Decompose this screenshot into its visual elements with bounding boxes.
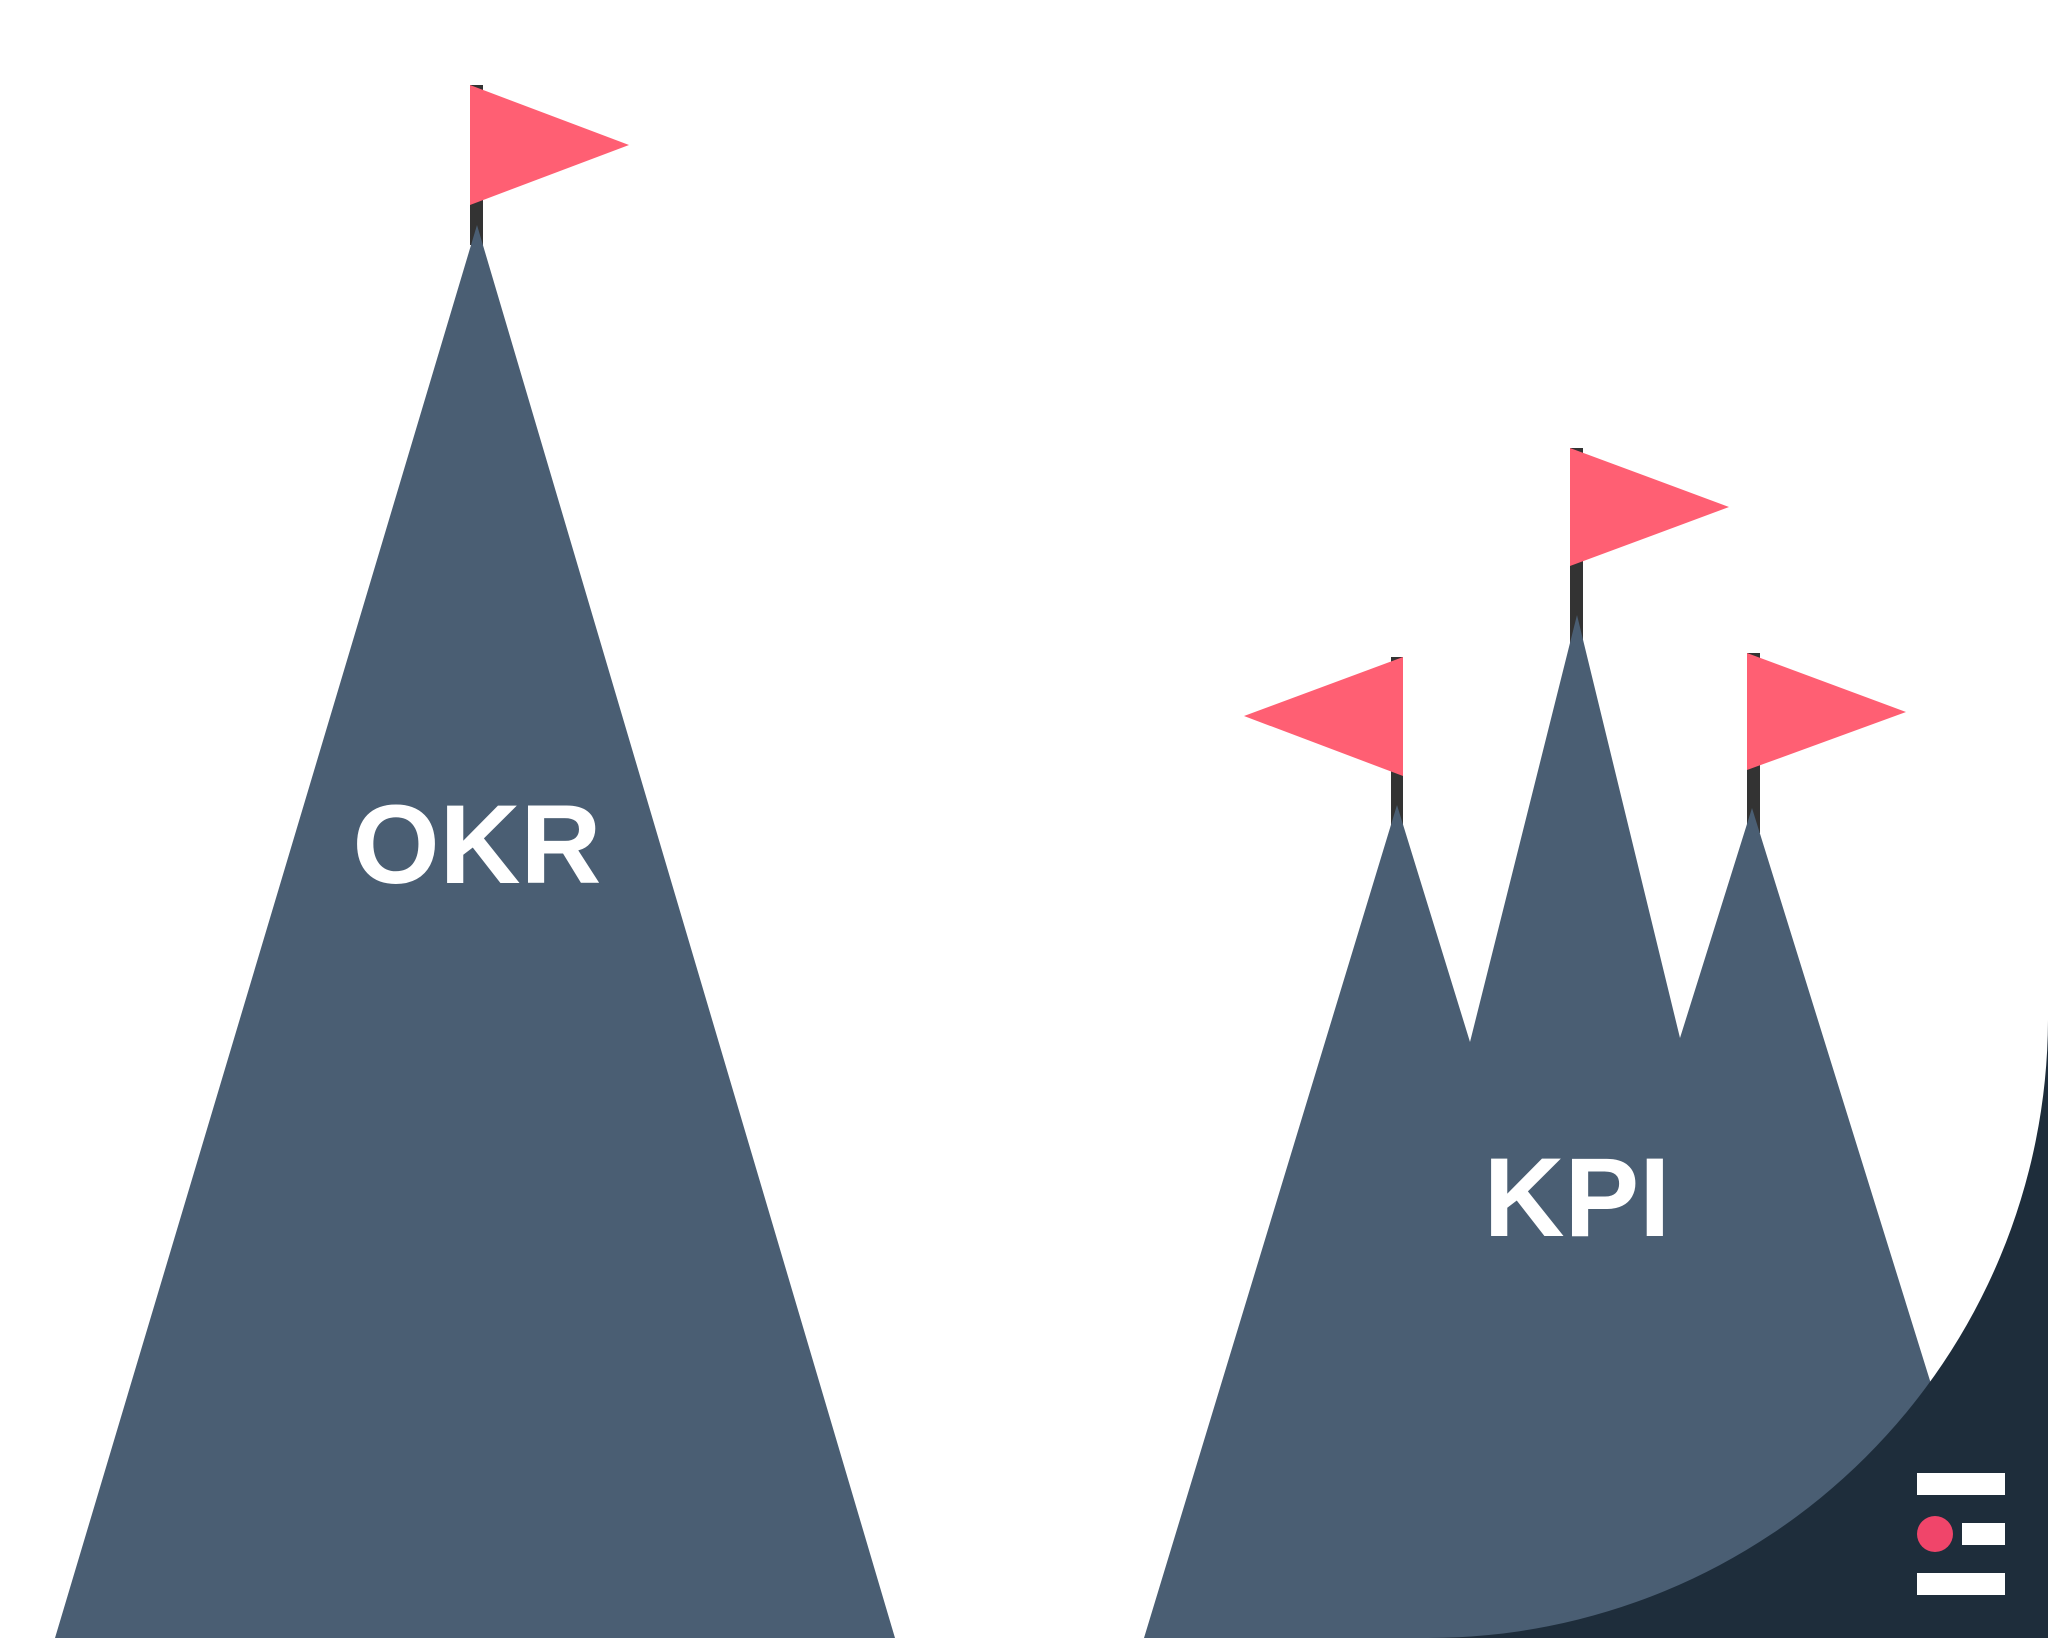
logo-icon	[1917, 1473, 2005, 1595]
flag-icon	[1244, 657, 1403, 776]
corner-shape	[1428, 1020, 2048, 1638]
logo-bar-middle	[1962, 1523, 2005, 1545]
logo-bar-bottom	[1917, 1573, 2005, 1595]
logo-bar-top	[1917, 1473, 2005, 1495]
logo-dot	[1917, 1516, 1953, 1552]
kpi-label: KPI	[1484, 1135, 1671, 1260]
kpi-mountain-group: KPI	[1144, 448, 2010, 1638]
okr-mountain	[55, 225, 895, 1638]
flag-icon	[1747, 653, 1906, 770]
kpi-mountain-range	[1144, 615, 2010, 1638]
flag-icon	[1570, 448, 1729, 566]
okr-label: OKR	[353, 782, 602, 907]
okr-mountain-group: OKR	[55, 85, 895, 1638]
flag-icon	[470, 85, 629, 205]
